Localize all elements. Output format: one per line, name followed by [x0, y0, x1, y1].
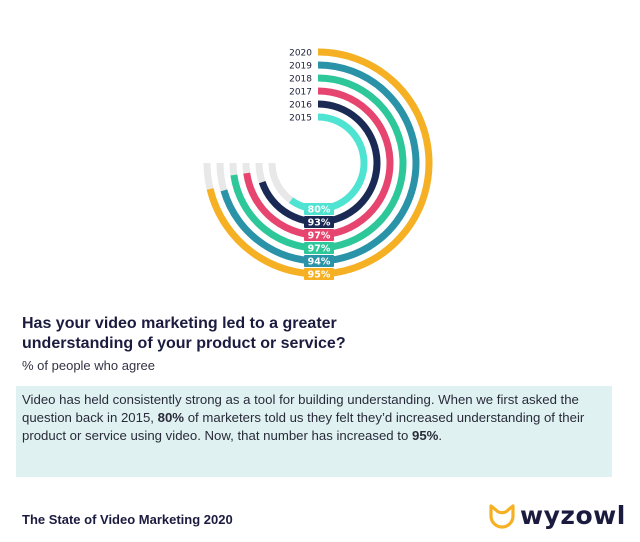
report-title-footer: The State of Video Marketing 2020 — [22, 512, 233, 527]
callout-text-2: of marketers told us they felt they’d in… — [22, 410, 585, 443]
bar-2019 — [220, 61, 420, 265]
pct-badge-2020 — [304, 268, 334, 280]
bar-2018 — [230, 74, 407, 252]
chart-subtitle: % of people who agree — [22, 358, 155, 373]
track-2020 — [203, 162, 214, 190]
callout-text-3: . — [438, 428, 443, 443]
brand-name: wyzowl — [520, 500, 626, 530]
year-label-2019: 2019 — [289, 62, 312, 72]
year-label-2017: 2017 — [289, 88, 312, 98]
bar-2020 — [206, 48, 433, 278]
pct-badge-2016 — [304, 216, 334, 228]
wyzowl-owl-icon — [489, 504, 515, 529]
callout-bold-2015: 80% — [157, 410, 185, 425]
track-2017 — [242, 162, 251, 174]
year-label-2020: 2020 — [289, 49, 312, 59]
pct-label-2015: 80% — [308, 205, 331, 216]
track-2016 — [255, 162, 266, 184]
pct-label-2020: 95% — [308, 270, 331, 281]
pct-label-2018: 97% — [308, 244, 331, 255]
chart-question: Has your video marketing led to a greate… — [22, 315, 346, 352]
pct-label-2016: 93% — [308, 218, 331, 229]
pct-badge-2015 — [304, 203, 334, 215]
radial-bar-chart: 2020 95% 2019 94% 2018 97% 2017 97% 2016 93% 2015 8… — [203, 48, 433, 281]
year-label-2015: 2015 — [289, 114, 312, 124]
year-label-2016: 2016 — [289, 101, 312, 111]
year-label-2018: 2018 — [289, 75, 312, 85]
summary-callout: Video has held consistently strong as a … — [16, 386, 612, 477]
pct-badge-2017 — [304, 229, 334, 241]
callout-text-1: Video has held consistently strong as a … — [22, 392, 579, 425]
track-2019 — [216, 162, 228, 192]
pct-badge-2018 — [304, 242, 334, 254]
bar-2015 — [288, 113, 368, 213]
bar-2016 — [258, 100, 381, 226]
pct-badge-2019 — [304, 255, 334, 267]
pct-label-2019: 94% — [308, 257, 331, 268]
brand-logo: wyzowl — [488, 498, 626, 532]
track-2018 — [229, 162, 238, 176]
track-2015 — [268, 162, 294, 204]
callout-bold-2020: 95% — [411, 428, 439, 443]
bar-2017 — [243, 87, 394, 239]
pct-label-2017: 97% — [308, 231, 331, 242]
